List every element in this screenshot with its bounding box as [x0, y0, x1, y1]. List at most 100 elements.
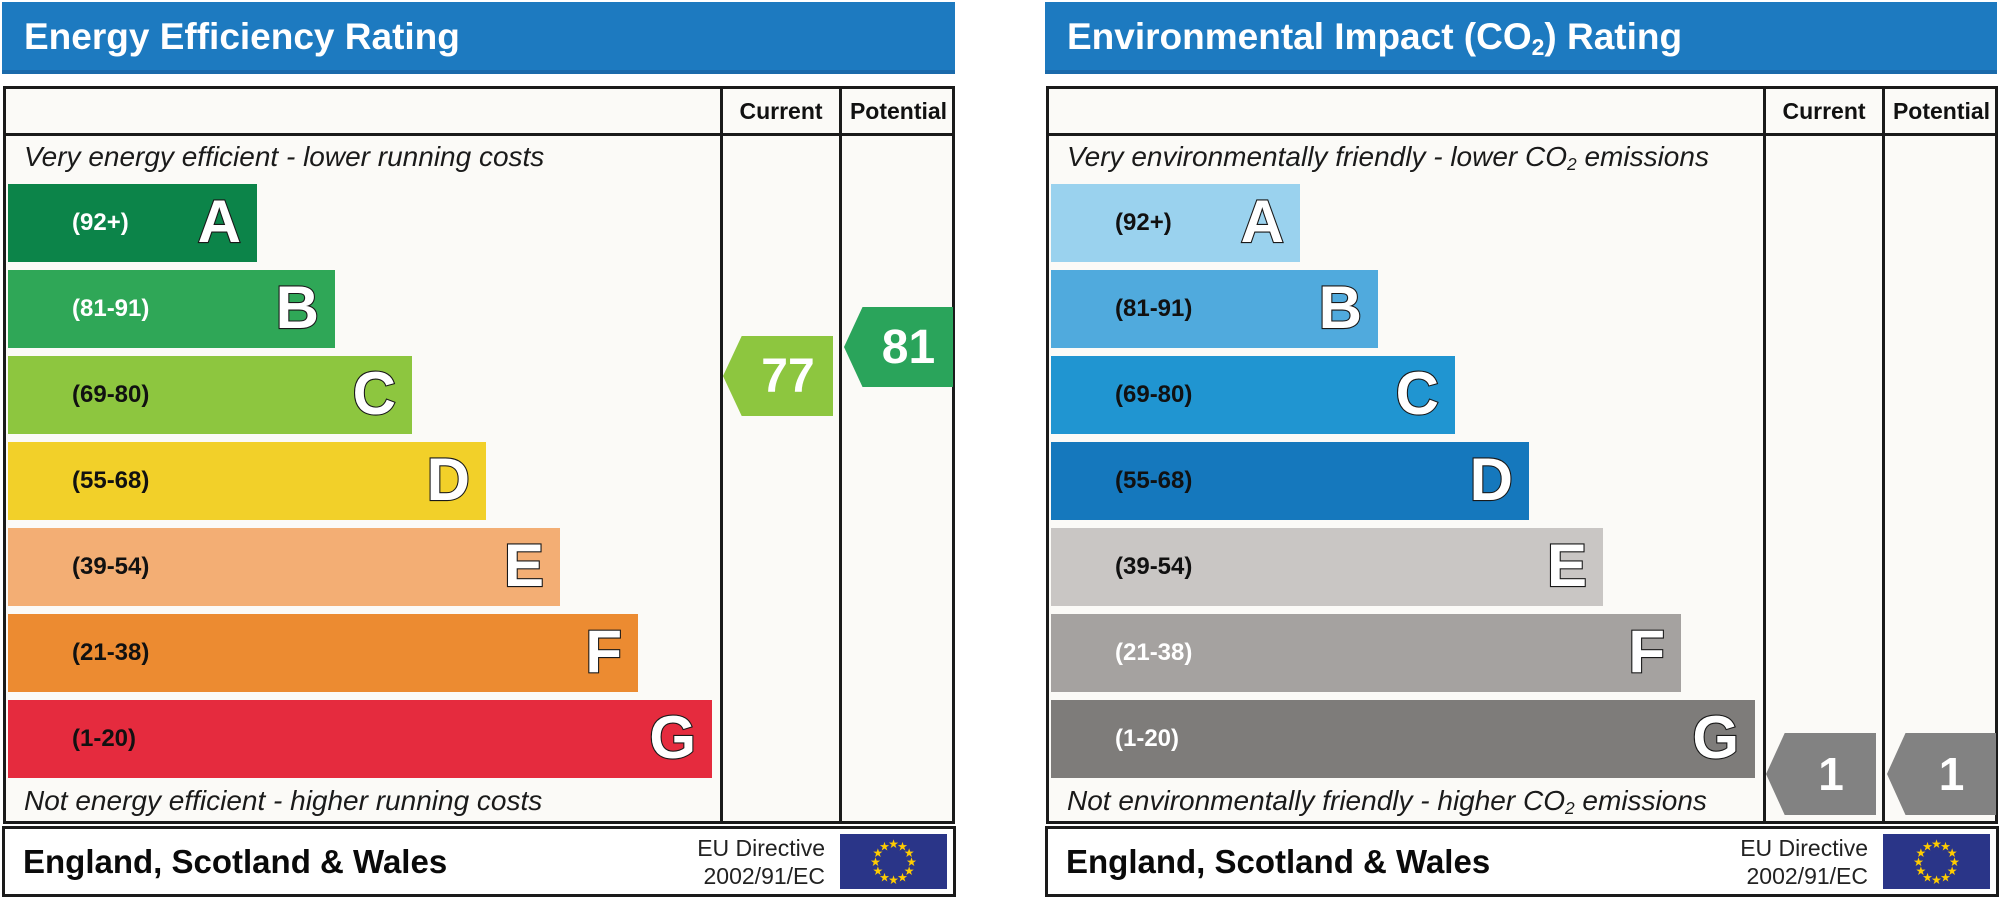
band-letter: E — [1546, 531, 1588, 600]
band-bar-g: (1-20) G — [1051, 700, 1755, 778]
band-row-g: (1-20) G — [8, 700, 712, 778]
band-row-g: (1-20) G — [1051, 700, 1755, 778]
eu-directive-line1: EU Directive — [697, 835, 825, 861]
caption-text: Very energy efficient - lower running co… — [24, 141, 545, 172]
band-bar-e: (39-54) E — [1051, 528, 1603, 606]
title-subscript: 2 — [1531, 33, 1545, 60]
title-text-post: ) Rating — [1544, 16, 1683, 57]
caption-text: Not energy efficient - higher running co… — [24, 785, 543, 816]
environment-panel-title: Environmental Impact (CO2) Rating — [1045, 2, 1997, 74]
band-row-f: (21-38) F — [8, 614, 638, 692]
band-range-label: (81-91) — [1115, 295, 1193, 322]
eu-directive-line1: EU Directive — [1740, 835, 1868, 861]
current-rating-value: 1 — [1818, 748, 1844, 800]
band-range-label: (81-91) — [72, 295, 150, 322]
caption-text-post: emissions — [1576, 141, 1709, 172]
header-row-divider — [3, 133, 955, 136]
band-row-b: (81-91) B — [8, 270, 335, 348]
band-bar-f: (21-38) F — [8, 614, 638, 692]
band-row-a: (92+) A — [1051, 184, 1300, 262]
footer: England, Scotland & Wales EU Directive 2… — [1045, 826, 1999, 897]
band-range-label: (92+) — [72, 209, 129, 236]
caption-very-friendly: Very environmentally friendly - lower CO… — [1067, 141, 1709, 175]
caption-text: Not environmentally friendly - higher CO — [1067, 785, 1565, 816]
band-bar-b: (81-91) B — [1051, 270, 1378, 348]
band-row-c: (69-80) C — [8, 356, 412, 434]
environmental-impact-panel: Environmental Impact (CO2) Rating Curren… — [1043, 0, 2000, 899]
title-text: Energy Efficiency Rating — [24, 16, 460, 57]
current-column-header: Current — [739, 98, 823, 124]
energy-panel-title: Energy Efficiency Rating — [2, 2, 955, 74]
potential-rating-value: 81 — [881, 320, 936, 374]
band-row-d: (55-68) D — [1051, 442, 1529, 520]
band-range-label: (55-68) — [1115, 467, 1193, 494]
energy-efficiency-panel: Energy Efficiency Rating Current Potenti… — [0, 0, 958, 899]
potential-rating-arrow: 1 — [1887, 733, 1996, 815]
band-row-e: (39-54) E — [1051, 528, 1603, 606]
band-letter: G — [648, 703, 697, 772]
band-row-f: (21-38) F — [1051, 614, 1681, 692]
band-row-c: (69-80) C — [1051, 356, 1455, 434]
caption-text: Very environmentally friendly - lower CO — [1067, 141, 1568, 172]
eu-flag: ★ ★ ★ ★ ★ ★ ★ ★ ★ ★ ★ ★ — [840, 834, 947, 889]
current-column-header: Current — [1782, 98, 1866, 124]
potential-rating-value: 1 — [1938, 748, 1965, 800]
band-range-label: (21-38) — [72, 639, 150, 666]
header-row-divider — [1046, 133, 1998, 136]
band-letter: B — [1318, 273, 1364, 342]
band-letter: C — [352, 359, 398, 428]
band-range-label: (69-80) — [1115, 381, 1193, 408]
band-letter: B — [275, 273, 321, 342]
band-bar-f: (21-38) F — [1051, 614, 1681, 692]
caption-subscript: 2 — [1567, 154, 1577, 175]
potential-column-divider — [1882, 86, 1885, 824]
band-letter: A — [1240, 187, 1286, 256]
current-rating-value: 77 — [761, 349, 815, 403]
footer: England, Scotland & Wales EU Directive 2… — [2, 826, 956, 897]
region-label: England, Scotland & Wales — [1066, 843, 1491, 880]
current-rating-arrow: 77 — [723, 336, 833, 416]
band-letter: C — [1395, 359, 1441, 428]
band-range-label: (1-20) — [72, 725, 137, 752]
band-letter: E — [503, 531, 545, 600]
caption-not-efficient: Not energy efficient - higher running co… — [24, 785, 542, 817]
band-bar-d: (55-68) D — [8, 442, 486, 520]
title-text: Environmental Impact (CO — [1067, 16, 1532, 57]
band-range-label: (39-54) — [1115, 553, 1193, 580]
band-range-label: (92+) — [1115, 209, 1172, 236]
current-column-divider — [720, 86, 723, 824]
band-bar-a: (92+) A — [1051, 184, 1300, 262]
band-letter: A — [197, 187, 243, 256]
current-column-divider — [1763, 86, 1766, 824]
caption-very-efficient: Very energy efficient - lower running co… — [24, 141, 544, 173]
band-letter: D — [426, 445, 472, 514]
band-row-b: (81-91) B — [1051, 270, 1378, 348]
band-range-label: (21-38) — [1115, 639, 1193, 666]
band-row-a: (92+) A — [8, 184, 257, 262]
band-letter: G — [1691, 703, 1740, 772]
potential-column-divider — [839, 86, 842, 824]
eu-flag: ★ ★ ★ ★ ★ ★ ★ ★ ★ ★ ★ ★ — [1883, 834, 1990, 889]
band-range-label: (39-54) — [72, 553, 150, 580]
band-letter: F — [584, 617, 623, 686]
potential-column-header: Potential — [1892, 98, 1991, 124]
band-bar-e: (39-54) E — [8, 528, 560, 606]
current-rating-arrow: 1 — [1766, 733, 1876, 815]
band-bar-d: (55-68) D — [1051, 442, 1529, 520]
band-range-label: (1-20) — [1115, 725, 1180, 752]
eu-directive-line2: 2002/91/EC — [703, 863, 825, 889]
potential-rating-arrow: 81 — [844, 307, 953, 387]
band-bar-c: (69-80) C — [1051, 356, 1455, 434]
caption-subscript: 2 — [1564, 798, 1575, 819]
band-bar-c: (69-80) C — [8, 356, 412, 434]
band-bar-b: (81-91) B — [8, 270, 335, 348]
band-bar-a: (92+) A — [8, 184, 257, 262]
band-letter: D — [1469, 445, 1515, 514]
band-bar-g: (1-20) G — [8, 700, 712, 778]
band-range-label: (55-68) — [72, 467, 150, 494]
region-label: England, Scotland & Wales — [23, 843, 448, 880]
band-row-e: (39-54) E — [8, 528, 560, 606]
potential-column-header: Potential — [849, 98, 948, 124]
band-range-label: (69-80) — [72, 381, 150, 408]
